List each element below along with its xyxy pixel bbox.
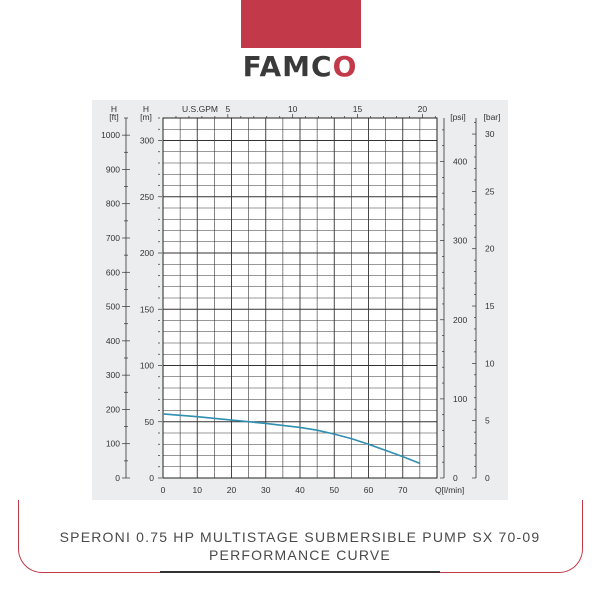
logo-mark: O [332,50,358,83]
bar-tick-label: 0 [485,473,490,483]
ft-tick-label: 500 [106,302,120,312]
x-tick-label: 20 [227,485,237,495]
psi-tick-label: 300 [453,236,467,246]
m-tick-label: 50 [145,417,155,427]
frame-bottom-left-line [42,572,160,573]
x-tick-label: 0 [161,485,166,495]
gpm-tick-label: 5 [225,104,230,114]
x-tick-label: 30 [261,485,271,495]
performance-curve-line [162,413,421,465]
famco-logo: FAMCO [0,50,600,86]
ft-tick-label: 800 [106,199,120,209]
ft-tick-label: 600 [106,267,120,277]
bar-axis-unit: [bar] [483,112,500,122]
caption-line-2: PERFORMANCE CURVE [209,547,391,563]
ft-axis-unit: [ft] [109,112,118,122]
performance-curve-chart: 01002003004005006007008009001000H[ft]050… [101,104,500,495]
x-axis-label: Q[l/min] [435,485,464,495]
m-tick-label: 0 [149,473,154,483]
psi-tick-label: 200 [453,315,467,325]
m-axis-unit: [m] [140,112,152,122]
gpm-axis-label: U.S.GPM [182,104,218,114]
bar-tick-label: 25 [485,186,495,196]
bar-tick-label: 30 [485,129,495,139]
bar-tick-label: 5 [485,416,490,426]
ft-tick-label: 0 [115,473,120,483]
ft-tick-label: 900 [106,164,120,174]
caption-line-1: SPERONI 0.75 HP MULTISTAGE SUBMERSIBLE P… [59,529,541,545]
x-tick-label: 10 [193,485,203,495]
ft-tick-label: 1000 [101,130,120,140]
m-tick-label: 100 [140,361,154,371]
m-tick-label: 300 [140,136,154,146]
psi-axis-unit: [psi] [450,112,466,122]
ft-tick-label: 100 [106,439,120,449]
m-axis-label: H [143,104,149,114]
caption: SPERONI 0.75 HP MULTISTAGE SUBMERSIBLE P… [20,528,580,564]
plot-border [162,117,438,479]
m-tick-label: 200 [140,248,154,258]
psi-tick-label: 0 [453,473,458,483]
ft-axis-label: H [111,104,117,114]
ft-tick-label: 300 [106,370,120,380]
ft-tick-label: 200 [106,404,120,414]
top-accent-band [241,0,361,48]
bar-tick-label: 10 [485,358,495,368]
bar-tick-label: 20 [485,244,495,254]
m-tick-label: 250 [140,192,154,202]
gpm-tick-label: 15 [353,104,363,114]
x-tick-label: 40 [295,485,305,495]
ft-tick-label: 400 [106,336,120,346]
logo-text: FAMC [242,50,333,83]
psi-tick-label: 100 [453,394,467,404]
gpm-tick-label: 20 [418,104,428,114]
ft-tick-label: 700 [106,233,120,243]
x-tick-label: 50 [330,485,340,495]
frame-bottom-center-line [160,571,440,573]
psi-tick-label: 400 [453,157,467,167]
x-tick-label: 70 [398,485,408,495]
bar-tick-label: 15 [485,301,495,311]
gpm-tick-label: 10 [288,104,298,114]
m-tick-label: 150 [140,304,154,314]
x-tick-label: 60 [364,485,374,495]
frame-bottom-right-line [440,572,558,573]
